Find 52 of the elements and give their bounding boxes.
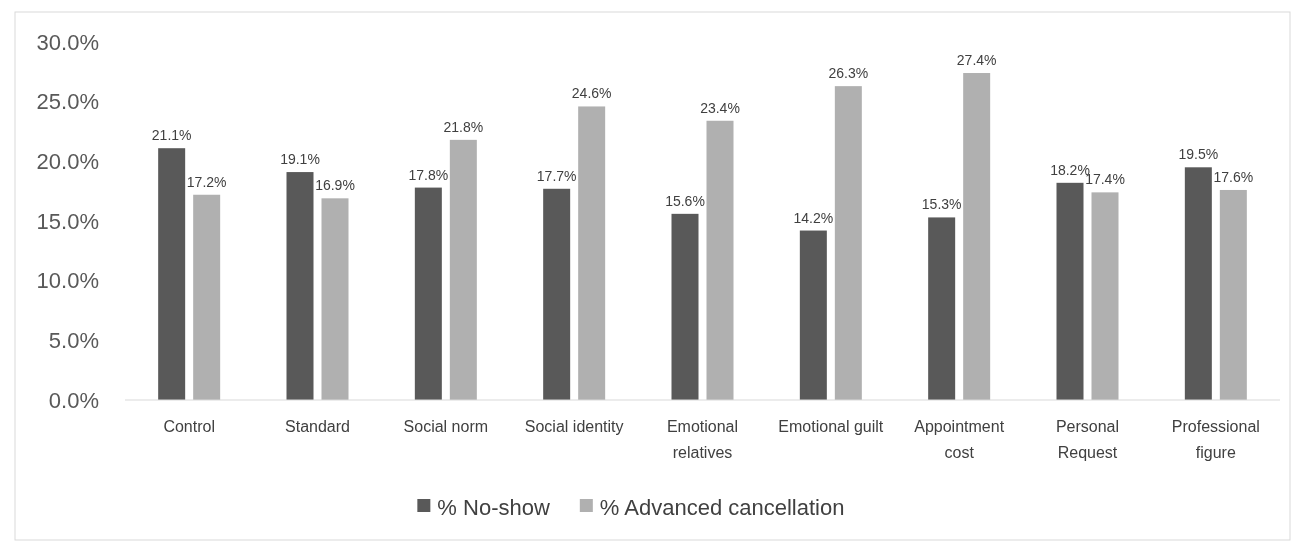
- bar: [414, 187, 442, 400]
- bar: [706, 120, 734, 400]
- data-label: 14.2%: [793, 209, 834, 226]
- bar: [321, 198, 349, 400]
- data-label: 15.6%: [665, 192, 705, 209]
- bar: [928, 217, 956, 400]
- bar: [1091, 192, 1119, 400]
- data-label: 19.1%: [280, 151, 320, 168]
- y-tick-label: 0.0%: [48, 387, 99, 413]
- y-tick-label: 25.0%: [36, 89, 99, 115]
- data-label: 16.9%: [315, 177, 355, 194]
- y-tick-label: 30.0%: [36, 29, 99, 55]
- bar: [671, 213, 699, 400]
- x-tick-label: Social norm: [403, 418, 489, 435]
- bar: [158, 148, 186, 400]
- data-label: 17.8%: [408, 166, 449, 183]
- bar: [1219, 189, 1247, 400]
- y-tick-label: 15.0%: [36, 208, 99, 234]
- bar: [963, 73, 991, 400]
- data-label: 27.4%: [956, 52, 997, 69]
- y-tick-label: 20.0%: [36, 149, 99, 175]
- data-label: 17.6%: [1213, 168, 1254, 185]
- bar: [286, 172, 314, 400]
- x-tick-label: Social identity: [524, 418, 624, 435]
- x-tick-label: Emotional relatives: [666, 418, 739, 461]
- data-label: 26.3%: [828, 65, 869, 82]
- x-tick-label: Professional figure: [1171, 418, 1260, 461]
- y-tick-label: 5.0%: [48, 328, 99, 354]
- legend-label: % Advanced cancellation: [599, 494, 845, 520]
- data-label: 24.6%: [571, 85, 612, 102]
- data-label: 21.8%: [443, 118, 484, 135]
- data-label: 17.2%: [186, 173, 227, 190]
- x-tick-label: Emotional guilt: [778, 418, 884, 435]
- bar: [1184, 167, 1212, 400]
- data-label: 21.1%: [151, 127, 192, 144]
- bar: [834, 86, 862, 400]
- bar: [543, 188, 571, 400]
- bar: [193, 194, 221, 400]
- data-label: 15.3%: [921, 196, 962, 213]
- y-tick-label: 10.0%: [36, 268, 99, 294]
- x-tick-label: Appointment cost: [914, 418, 1005, 461]
- data-label: 23.4%: [700, 99, 740, 116]
- data-label: 17.7%: [536, 167, 577, 184]
- legend-label: % No-show: [437, 494, 550, 520]
- bar: [1056, 182, 1084, 400]
- x-tick-label: Control: [163, 418, 215, 435]
- bar: [449, 139, 477, 400]
- x-tick-label: Standard: [285, 418, 350, 435]
- x-tick-label: Personal Request: [1055, 418, 1120, 461]
- bar: [578, 106, 606, 400]
- data-label: 19.5%: [1178, 146, 1219, 163]
- bar: [799, 230, 827, 400]
